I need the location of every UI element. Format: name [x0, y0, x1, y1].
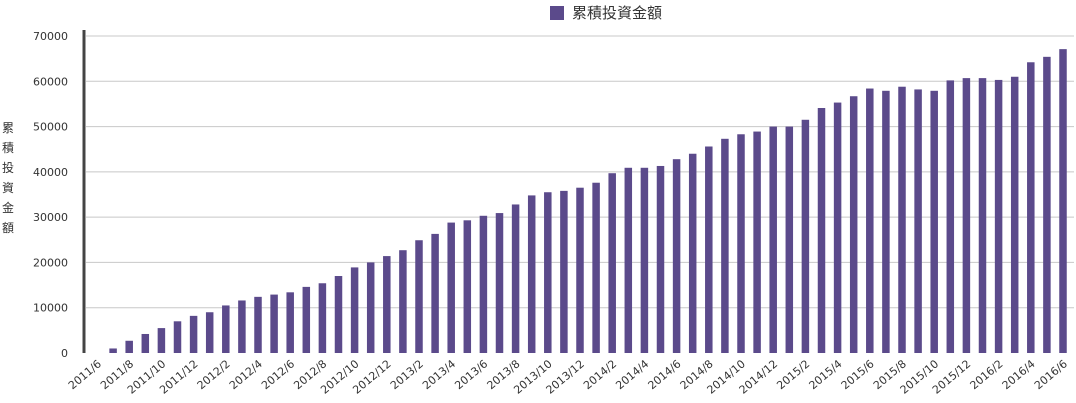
x-tick-label: 2015/6 — [839, 357, 877, 392]
y-tick-label: 10000 — [33, 302, 68, 315]
x-tick-label: 2015/4 — [807, 357, 845, 392]
bar — [656, 165, 665, 353]
bar — [994, 79, 1003, 354]
bar — [173, 321, 182, 353]
bar — [157, 328, 166, 353]
bar — [849, 96, 858, 353]
bar — [882, 90, 890, 353]
bar — [254, 296, 262, 353]
x-tick-label: 2013/4 — [420, 357, 458, 392]
bar — [1059, 49, 1067, 353]
bar — [801, 119, 810, 354]
bar — [608, 173, 616, 353]
legend-swatch — [550, 5, 564, 20]
x-tick-label: 2012/2 — [195, 357, 233, 392]
bar — [527, 195, 536, 353]
bar — [1027, 62, 1035, 353]
bar — [624, 167, 633, 353]
bars — [109, 49, 1067, 354]
bar — [1043, 56, 1051, 354]
bar — [672, 159, 681, 353]
y-tick-label: 30000 — [33, 211, 68, 224]
x-axis-ticks: 2011/62011/82011/102011/122012/22012/420… — [66, 357, 1070, 396]
bar — [495, 213, 504, 353]
x-tick-label: 2012/4 — [227, 357, 265, 392]
y-tick-label: 40000 — [33, 166, 68, 179]
bar — [914, 89, 922, 354]
bar — [769, 126, 777, 353]
bar — [705, 146, 713, 353]
bar — [447, 222, 455, 353]
x-tick-label: 2012/6 — [259, 357, 297, 392]
bar — [817, 108, 826, 353]
x-tick-label: 2014/2 — [581, 357, 619, 392]
bar — [318, 283, 327, 353]
bar — [833, 102, 842, 353]
y-axis-label: 累積投資金額 — [1, 121, 14, 235]
bar — [238, 300, 246, 353]
bar — [866, 88, 874, 353]
x-tick-label: 2016/6 — [1032, 357, 1070, 392]
bar — [463, 220, 472, 353]
y-axis-ticks: 0 10000 20000 30000 40000 50000 60000 70000 — [33, 30, 68, 360]
x-tick-label: 2013/6 — [452, 357, 490, 392]
bar — [431, 233, 439, 353]
bar — [753, 131, 761, 353]
bar — [1010, 76, 1019, 353]
y-tick-label: 20000 — [33, 256, 68, 269]
bar — [366, 262, 375, 353]
bar — [560, 190, 568, 353]
x-tick-label: 2016/4 — [1000, 357, 1038, 392]
y-tick-label: 70000 — [33, 30, 68, 43]
bar — [383, 256, 391, 353]
bar — [511, 204, 520, 353]
bar — [350, 267, 359, 353]
bar — [222, 305, 230, 353]
x-tick-label: 2013/2 — [388, 357, 426, 392]
bar — [479, 215, 488, 353]
y-tick-label: 50000 — [33, 121, 68, 134]
bar — [721, 138, 729, 353]
legend: 累積投資金額 — [550, 2, 662, 23]
y-tick-label: 0 — [61, 347, 68, 360]
x-tick-label: 2016/2 — [968, 357, 1006, 392]
bar — [189, 315, 198, 353]
bar — [205, 312, 214, 353]
bar — [286, 292, 294, 353]
bar — [415, 240, 423, 353]
bar — [270, 294, 278, 353]
bar — [962, 78, 971, 353]
bar — [334, 276, 343, 353]
bar — [737, 134, 745, 353]
bar — [141, 333, 150, 353]
bar — [302, 286, 311, 353]
bar — [576, 187, 584, 353]
bar — [125, 340, 133, 353]
x-tick-label: 2014/4 — [613, 357, 651, 392]
bar — [109, 348, 117, 353]
bar — [978, 78, 987, 353]
bar — [930, 90, 938, 353]
bar — [898, 86, 906, 353]
legend-label: 累積投資金額 — [572, 4, 663, 22]
y-tick-label: 60000 — [33, 75, 68, 88]
bar — [688, 153, 697, 353]
x-tick-label: 2011/6 — [66, 357, 104, 392]
x-tick-label: 2014/6 — [646, 357, 684, 392]
x-tick-label: 2015/2 — [774, 357, 812, 392]
bar — [399, 250, 407, 353]
bar — [640, 167, 649, 353]
bar — [946, 80, 955, 353]
bar — [544, 192, 552, 353]
bar — [592, 182, 600, 353]
bar — [785, 126, 794, 353]
